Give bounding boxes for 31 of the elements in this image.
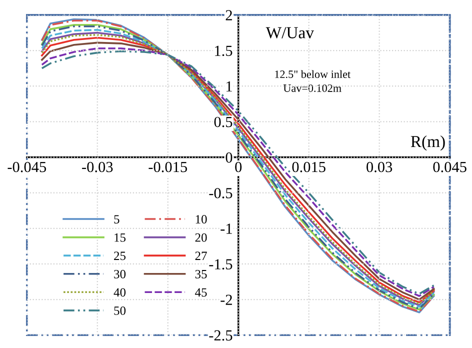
legend-label: 27 xyxy=(195,252,207,260)
y-tick-label: -0.5 xyxy=(209,188,232,198)
legend-label: 40 xyxy=(114,288,126,297)
x-tick-label: 0 xyxy=(235,162,242,172)
legend-label: 5 xyxy=(114,215,120,224)
y-tick-label: 1 xyxy=(226,81,232,92)
x-tick-label: 0.045 xyxy=(433,162,466,172)
annotation: 12.5" below inlet Uav=0.102m xyxy=(275,70,351,92)
x-tick-label: -0.015 xyxy=(148,162,188,172)
y-tick-label: 0.5 xyxy=(214,116,232,128)
y-axis-title: W/Uav xyxy=(266,27,314,38)
y-tick-label: -2.5 xyxy=(209,330,232,341)
legend-label: 25 xyxy=(114,252,126,260)
y-tick-label: 1.5 xyxy=(215,46,232,56)
legend-label: 10 xyxy=(196,215,207,224)
legend-label: 50 xyxy=(114,306,126,315)
y-tick-label: 2 xyxy=(226,10,232,20)
legend-label: 20 xyxy=(195,233,207,242)
legend-label: 35 xyxy=(195,270,207,278)
legend-label: 45 xyxy=(195,288,207,297)
x-tick-label: 0.015 xyxy=(292,162,326,172)
y-tick-label: -1 xyxy=(220,224,232,234)
y-tick-label: -2 xyxy=(220,294,232,305)
y-tick-label: -1.5 xyxy=(209,259,232,270)
x-tick-label: 0.03 xyxy=(366,162,392,172)
x-tick-label: -0.045 xyxy=(8,162,46,172)
legend-label: 15 xyxy=(114,233,126,242)
x-tick-label: -0.03 xyxy=(82,162,113,172)
y-tick-label: 0 xyxy=(226,152,232,163)
x-axis-title: R(m) xyxy=(410,135,445,151)
legend-label: 30 xyxy=(114,270,126,278)
